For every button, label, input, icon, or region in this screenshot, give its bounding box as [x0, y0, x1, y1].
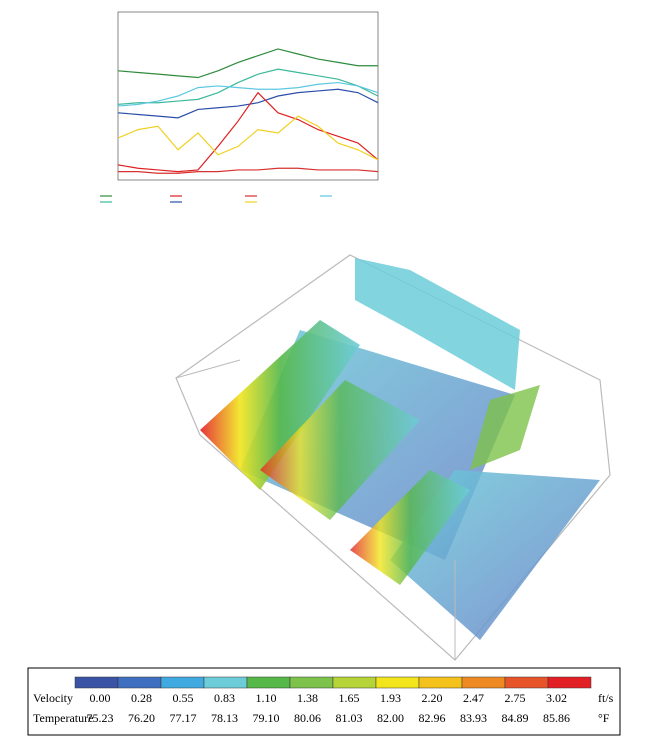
row-value: 1.38 [297, 691, 318, 705]
colorbar-swatch [117, 676, 162, 689]
series-line [117, 81, 379, 107]
row-value: 82.96 [419, 711, 446, 725]
row-unit: ft/s [598, 691, 614, 705]
row-value: 2.47 [463, 691, 484, 705]
series-line [117, 88, 379, 119]
row-label: Velocity [33, 691, 73, 705]
colorbar-swatch [504, 676, 549, 689]
colorbar-swatch [203, 676, 248, 689]
row-value: 1.10 [256, 691, 277, 705]
row-unit: °F [598, 711, 610, 725]
colorbar-swatch [74, 676, 119, 689]
row-value: 77.17 [170, 711, 197, 725]
row-value: 0.55 [173, 691, 194, 705]
colorbar-swatch [246, 676, 291, 689]
row-value: 79.10 [253, 711, 280, 725]
colorbar-swatch [375, 676, 420, 689]
small-chart-legend [100, 195, 332, 203]
colorbar-swatch [418, 676, 463, 689]
row-value: 75.23 [87, 711, 114, 725]
colorbar-swatch [547, 676, 592, 689]
row-value: 2.20 [422, 691, 443, 705]
row-label: Temperature [33, 711, 93, 725]
row-value: 76.20 [128, 711, 155, 725]
row-value: 1.65 [339, 691, 360, 705]
row-value: 81.03 [336, 711, 363, 725]
colorbar-swatch [461, 676, 506, 689]
colorbar-swatch [160, 676, 205, 689]
small-chart-frame [117, 11, 379, 181]
row-value: 83.93 [460, 711, 487, 725]
row-value: 85.86 [543, 711, 570, 725]
row-value: 78.13 [211, 711, 238, 725]
row-value: 80.06 [294, 711, 321, 725]
colorbar-swatch [332, 676, 377, 689]
row-value: 3.02 [546, 691, 567, 705]
legend-box [27, 667, 621, 736]
series-line [117, 91, 379, 173]
series-line [117, 115, 379, 161]
row-value: 84.89 [502, 711, 529, 725]
row-value: 0.28 [131, 691, 152, 705]
row-value: 2.75 [505, 691, 526, 705]
series-line [117, 48, 378, 79]
row-value: 1.93 [380, 691, 401, 705]
cfd-view [175, 254, 611, 661]
series-line [117, 68, 379, 105]
row-value: 82.00 [377, 711, 404, 725]
series-line [118, 167, 379, 174]
colorbar-swatch [289, 676, 334, 689]
row-value: 0.00 [90, 691, 111, 705]
row-value: 0.83 [214, 691, 235, 705]
